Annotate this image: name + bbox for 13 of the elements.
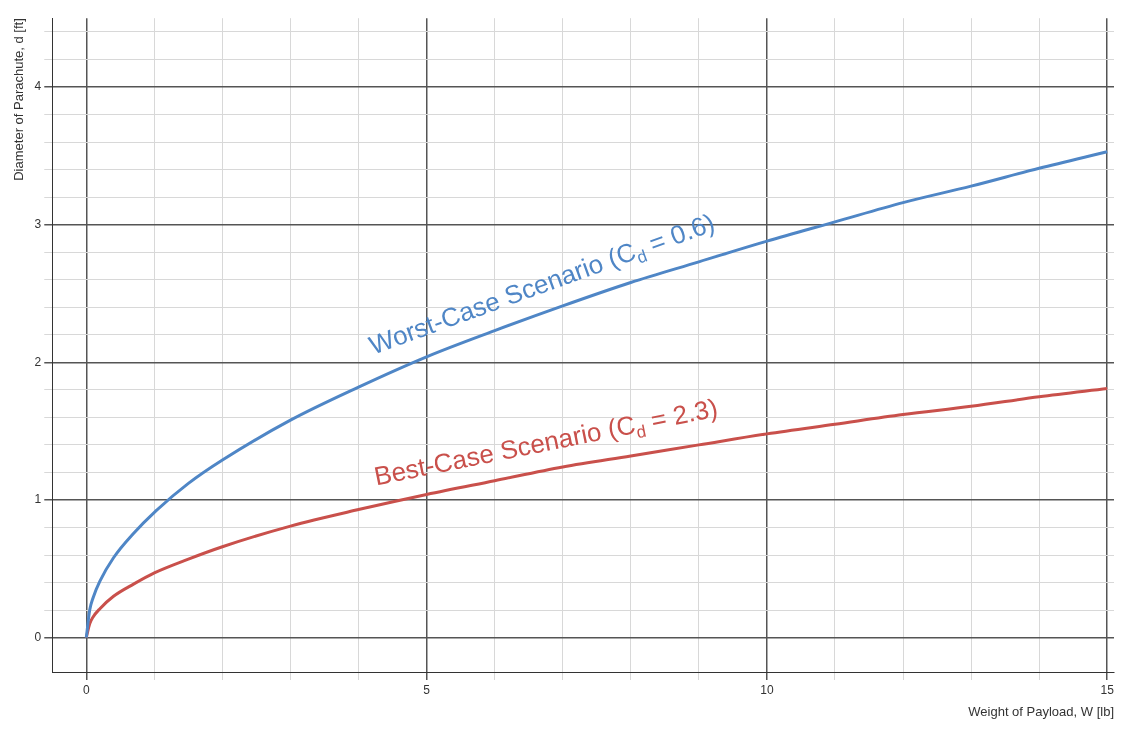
annotation: Best-Case Scenario (Cd = 2.3) [371,392,721,492]
x-tick-label: 0 [82,682,90,697]
x-tick-label: 10 [760,682,774,697]
y-tick-label: 1 [34,492,42,507]
x-tick-label: 15 [1100,682,1115,697]
y-tick-label: 2 [34,354,42,369]
line-series [84,150,1109,640]
x-axis-title: Weight of Payload, W [lb] [968,703,1114,719]
y-axis-title: Diameter of Parachute, d [ft] [11,18,27,181]
y-tick-label: 0 [34,629,42,644]
y-tick-label: 4 [34,79,42,94]
x-tick-label: 5 [423,682,431,697]
y-tick-label: 3 [34,216,42,231]
